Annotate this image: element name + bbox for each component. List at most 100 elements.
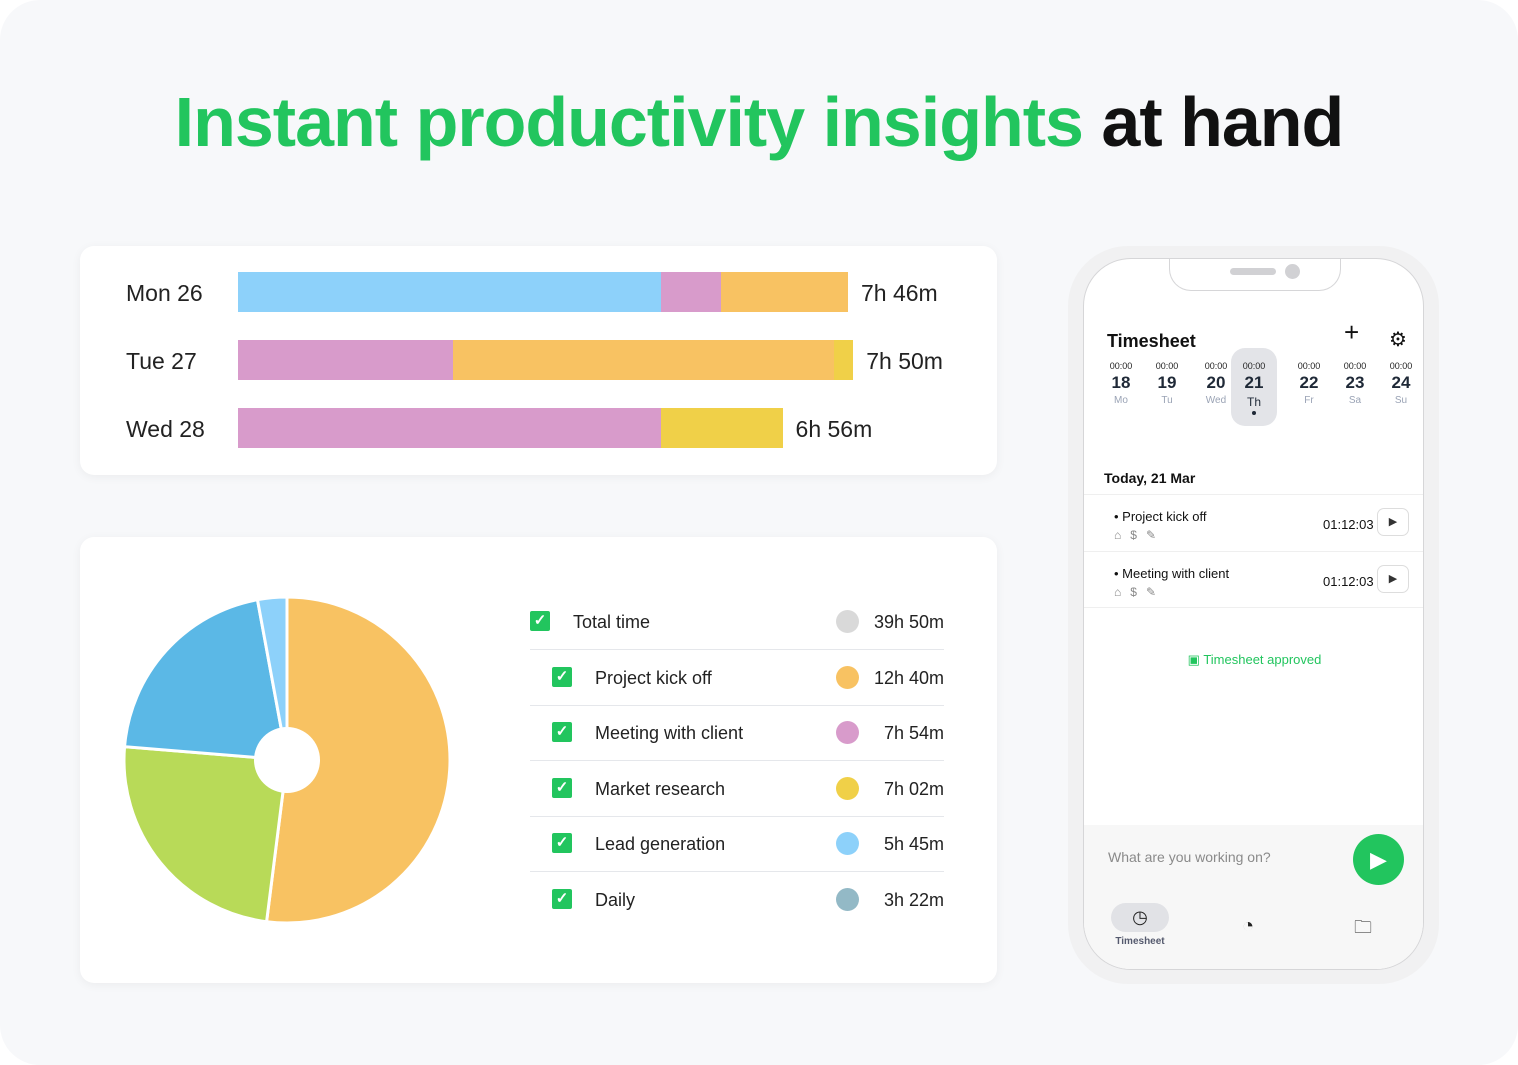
approved-status: ▣ Timesheet approved xyxy=(1084,652,1423,668)
checkbox[interactable]: ✓ xyxy=(530,611,550,631)
bar-segment xyxy=(721,272,848,312)
day-weekday: Wed xyxy=(1205,395,1227,406)
day-weekday: Th xyxy=(1246,395,1261,409)
add-icon[interactable]: + xyxy=(1344,317,1360,347)
day-time: 00:00 xyxy=(1204,361,1228,371)
legend-label: Total time xyxy=(573,612,651,632)
day-19[interactable]: 00:00 19 Tu xyxy=(1144,348,1190,426)
day-20[interactable]: 00:00 20 Wed xyxy=(1193,348,1239,426)
play-button[interactable]: ▶ xyxy=(1377,565,1409,593)
day-18[interactable]: 00:00 18 Mo xyxy=(1098,348,1144,426)
bar-segment xyxy=(660,408,783,448)
day-weekday: Tu xyxy=(1161,395,1173,406)
legend-value: 3h 22m xyxy=(883,889,944,910)
bottom-bar: What are you working on? ▶ ◷ Timesheet ◔… xyxy=(1084,825,1423,969)
entry-time: 01:12:03 xyxy=(1323,574,1374,589)
today-label: Today, 21 Mar xyxy=(1104,470,1196,486)
checkbox[interactable]: ✓ xyxy=(552,888,572,909)
day-weekday: Fr xyxy=(1304,395,1314,406)
play-button[interactable]: ▶ xyxy=(1377,508,1409,536)
checkbox[interactable]: ✓ xyxy=(552,722,572,742)
entry-icons: ⌂$✎ xyxy=(1114,528,1165,542)
bar-segment xyxy=(238,272,661,312)
bar-row: Wed 28 6h 56m xyxy=(80,408,997,448)
day-time: 00:00 xyxy=(1389,361,1413,371)
legend-row: ✓ Meeting with client 7h 54m xyxy=(530,705,944,761)
checkbox[interactable]: ✓ xyxy=(552,666,572,687)
day-22[interactable]: 00:00 22 Fr xyxy=(1286,348,1332,426)
legend-value: 7h 02m xyxy=(883,778,944,799)
list-item[interactable]: • Meeting with client ⌂$✎ 01:12:03 ▶ xyxy=(1084,551,1423,608)
phone-screen: Timesheet + ⚙ 00:00 18 Mo 00:00 19 Tu 00:00 20 W… xyxy=(1083,258,1424,970)
nav-timesheet-label[interactable]: Timesheet xyxy=(1115,936,1165,947)
day-weekday: Su xyxy=(1394,395,1408,406)
entry-time: 01:12:03 xyxy=(1323,517,1374,532)
legend-label: Lead generation xyxy=(595,834,726,854)
gear-icon[interactable]: ⚙ xyxy=(1389,329,1407,351)
start-timer-button[interactable]: ▶ xyxy=(1353,834,1404,885)
pie-slice xyxy=(264,595,452,925)
reports-pie-icon[interactable]: ◔ xyxy=(1242,915,1255,937)
day-24[interactable]: 00:00 24 Su xyxy=(1378,348,1423,426)
legend-color-dot xyxy=(836,721,859,744)
bar-segment xyxy=(238,340,453,380)
legend-color-dot xyxy=(836,610,859,633)
dollar-icon: $ xyxy=(1130,585,1146,599)
day-23[interactable]: 00:00 23 Sa xyxy=(1332,348,1378,426)
bar-track xyxy=(238,272,848,312)
day-time: 00:00 xyxy=(1109,361,1133,371)
legend-value: 12h 40m xyxy=(873,667,944,688)
bar-total: 7h 50m xyxy=(866,348,943,374)
today-dot xyxy=(1252,411,1256,415)
pie-hole xyxy=(254,727,320,793)
legend-color-dot xyxy=(836,776,859,800)
day-21[interactable]: 00:00 21 Th xyxy=(1231,348,1277,426)
daily-bar-chart: Mon 26 7h 46m Tue 27 7h 50m Wed 28 6h 56m xyxy=(80,246,997,475)
bar-segment xyxy=(238,408,661,448)
day-number: 23 xyxy=(1345,373,1365,392)
day-number: 18 xyxy=(1111,373,1131,392)
day-weekday: Sa xyxy=(1348,395,1362,406)
headline: Instant productivity insights at hand xyxy=(0,82,1518,162)
folder-icon[interactable]: 🗀 xyxy=(1354,917,1372,937)
legend-row: ✓ Project kick off 12h 40m xyxy=(530,650,944,706)
bar-label: Tue 27 xyxy=(126,348,197,374)
bar-track xyxy=(238,340,854,380)
bar-row: Mon 26 7h 46m xyxy=(80,272,997,312)
bar-segment xyxy=(833,340,854,380)
entry-name: • Meeting with client xyxy=(1114,566,1230,581)
day-time: 00:00 xyxy=(1297,361,1321,371)
tag-icon: ⌂ xyxy=(1114,528,1131,542)
legend-label: Market research xyxy=(595,778,726,799)
day-number: 24 xyxy=(1391,373,1411,392)
headline-green: Instant productivity insights xyxy=(174,83,1084,161)
bar-track xyxy=(238,408,783,448)
bar-segment xyxy=(452,340,834,380)
pie-slice xyxy=(255,595,289,761)
legend-row: ✓ Lead generation 5h 45m xyxy=(530,816,944,872)
bar-label: Mon 26 xyxy=(126,280,203,306)
legend-color-dot xyxy=(836,887,859,911)
clock-icon[interactable]: ◷ xyxy=(1111,903,1169,932)
dollar-icon: $ xyxy=(1130,528,1146,542)
headline-black: at hand xyxy=(1101,83,1344,161)
bar-segment xyxy=(660,272,721,312)
day-number: 21 xyxy=(1244,373,1264,392)
entry-name: • Project kick off xyxy=(1114,509,1207,524)
legend-value: 7h 54m xyxy=(883,723,944,743)
edit-icon: ✎ xyxy=(1145,528,1165,542)
approved-text: Timesheet approved xyxy=(1203,652,1322,667)
checkbox[interactable]: ✓ xyxy=(552,777,572,798)
bar-row: Tue 27 7h 50m xyxy=(80,340,997,380)
entry-icons: ⌂$✎ xyxy=(1114,585,1165,599)
legend-label: Daily xyxy=(595,889,636,910)
task-input[interactable]: What are you working on? xyxy=(1108,849,1271,865)
legend-value: 39h 50m xyxy=(873,612,944,632)
legend-value: 5h 45m xyxy=(883,834,944,854)
bar-total: 7h 46m xyxy=(861,280,938,306)
checkbox[interactable]: ✓ xyxy=(552,833,572,853)
pie-chart-card: ✓ Total time 39h 50m ✓ Project kick off 12h 4… xyxy=(80,537,997,983)
day-time: 00:00 xyxy=(1242,361,1266,371)
list-item[interactable]: • Project kick off ⌂$✎ 01:12:03 ▶ xyxy=(1084,494,1423,551)
tag-icon: ⌂ xyxy=(1114,585,1131,599)
